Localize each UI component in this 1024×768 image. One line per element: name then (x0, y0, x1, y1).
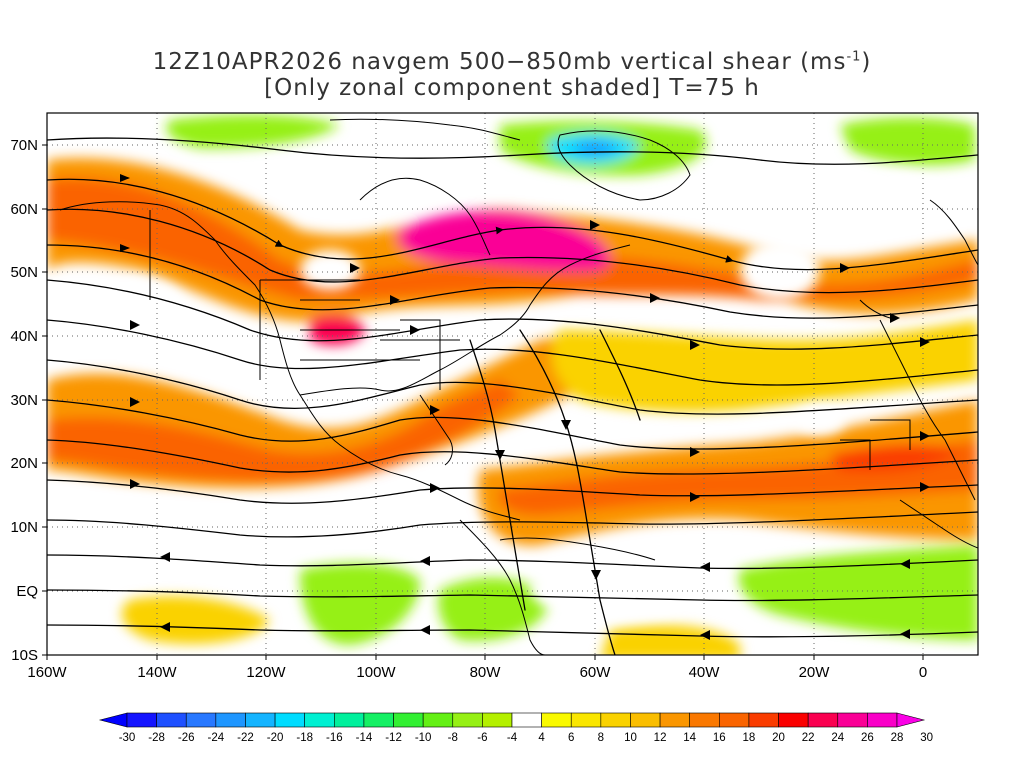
lon-tick-label: 60W (580, 664, 612, 681)
colorbar-swatch (215, 712, 246, 728)
colorbar-swatch (334, 712, 365, 728)
lat-tick-label: 60N (10, 201, 38, 218)
gridlines (47, 113, 978, 655)
colorbar-label: 14 (683, 732, 696, 744)
colorbar-swatch (245, 712, 276, 728)
map-frame (46, 112, 979, 656)
lat-tick-label: 30N (10, 392, 38, 409)
colorbar-swatch (126, 712, 157, 728)
colorbar-label: -26 (178, 732, 195, 744)
title-line-1-text: 12Z10APR2026 navgem 500−850mb vertical s… (152, 48, 847, 75)
lat-tick-label: 40N (10, 328, 38, 345)
colorbar-label: 10 (624, 732, 637, 744)
lat-tick-label: 10N (10, 519, 38, 536)
lon-tick-label: 120W (246, 664, 286, 681)
title-line-1: 12Z10APR2026 navgem 500−850mb vertical s… (153, 49, 872, 75)
colorbar-label: 8 (598, 732, 604, 744)
colorbar-swatch (422, 712, 454, 728)
title-line-2: [Only zonal component shaded] T=75 h (264, 74, 760, 101)
colorbar-under-arrow (98, 712, 128, 728)
colorbar-swatch (452, 712, 483, 728)
colorbar-over-arrow (896, 712, 926, 728)
colorbar-swatch (600, 712, 631, 728)
colorbar-swatch (363, 712, 394, 728)
colorbar-label: 26 (861, 732, 874, 744)
colorbar-swatch (541, 712, 572, 728)
lat-tick-label: 20N (10, 455, 38, 472)
colorbar-label: -8 (448, 732, 458, 744)
colorbar-label: -18 (296, 732, 313, 744)
colorbar-swatch (511, 712, 542, 728)
lat-tick-label: 10S (11, 647, 38, 664)
colorbar-label: 30 (920, 732, 933, 744)
colorbar-swatch (778, 712, 809, 728)
colorbar-swatch (719, 712, 750, 728)
colorbar-label: -4 (507, 732, 518, 744)
colorbar-swatch (748, 712, 779, 728)
colorbar-swatch (156, 712, 187, 728)
lon-tick-label: 0 (919, 664, 927, 681)
colorbar-label: -28 (148, 732, 165, 744)
title-unit-exponent: -1 (846, 49, 862, 64)
colorbar-label: 16 (713, 732, 726, 744)
colorbar-label: -20 (267, 732, 284, 744)
lon-tick-label: 40W (689, 664, 721, 681)
lon-tick-label: 160W (27, 664, 67, 681)
colorbar-swatch (304, 712, 335, 728)
shear-shading (47, 113, 978, 655)
colorbar-swatch (837, 712, 868, 728)
colorbar-label: 28 (891, 732, 904, 744)
lon-tick-label: 80W (470, 664, 502, 681)
lon-tick-label: 20W (799, 664, 831, 681)
colorbar-label: -22 (237, 732, 254, 744)
colorbar-label: -24 (208, 732, 225, 744)
colorbar-label: 6 (568, 732, 574, 744)
lon-tick-label: 140W (137, 664, 177, 681)
colorbar-swatch (659, 712, 690, 728)
map-title: 12Z10APR2026 navgem 500−850mb vertical s… (0, 44, 1024, 101)
streamline-arrows (120, 174, 930, 640)
colorbar-swatch (570, 712, 602, 728)
lon-axis: 160W 140W 120W 100W 80W 60W 40W 20W 0 (27, 655, 927, 681)
colorbar-swatch (630, 712, 661, 728)
colorbar-swatch (482, 712, 513, 728)
colorbar-label: 24 (831, 732, 844, 744)
colorbar-swatch (393, 712, 424, 728)
colorbar-label: -6 (477, 732, 487, 744)
streamlines (47, 137, 978, 655)
colorbar-swatch (185, 712, 217, 728)
colorbar-label: 12 (654, 732, 667, 744)
title-line-1-close: ) (861, 48, 872, 75)
colorbar-label: -16 (326, 732, 343, 744)
lat-tick-label: EQ (16, 583, 38, 600)
colorbar-label: 18 (743, 732, 756, 744)
colorbar-swatch (274, 712, 305, 728)
colorbar-swatch (867, 712, 898, 728)
colorbar: -30 -28 -26 -24 -22 -20 -18 -16 -14 -12 -10 -8 -6 -4 4… (98, 712, 933, 744)
coastlines (59, 118, 978, 655)
colorbar-label: 4 (538, 732, 545, 744)
lon-tick-label: 100W (356, 664, 396, 681)
colorbar-label: -12 (385, 732, 402, 744)
colorbar-label: 22 (802, 732, 815, 744)
colorbar-swatch (807, 712, 839, 728)
colorbar-swatch (689, 712, 720, 728)
colorbar-label: -30 (119, 732, 136, 744)
lat-axis: 70N 60N 50N 40N 30N 20N 10N EQ 10S (10, 137, 47, 664)
colorbar-label: -14 (356, 732, 373, 744)
lat-tick-label: 70N (10, 137, 38, 154)
colorbar-label: -10 (415, 732, 432, 744)
colorbar-label: 20 (772, 732, 785, 744)
lat-tick-label: 50N (10, 264, 38, 281)
